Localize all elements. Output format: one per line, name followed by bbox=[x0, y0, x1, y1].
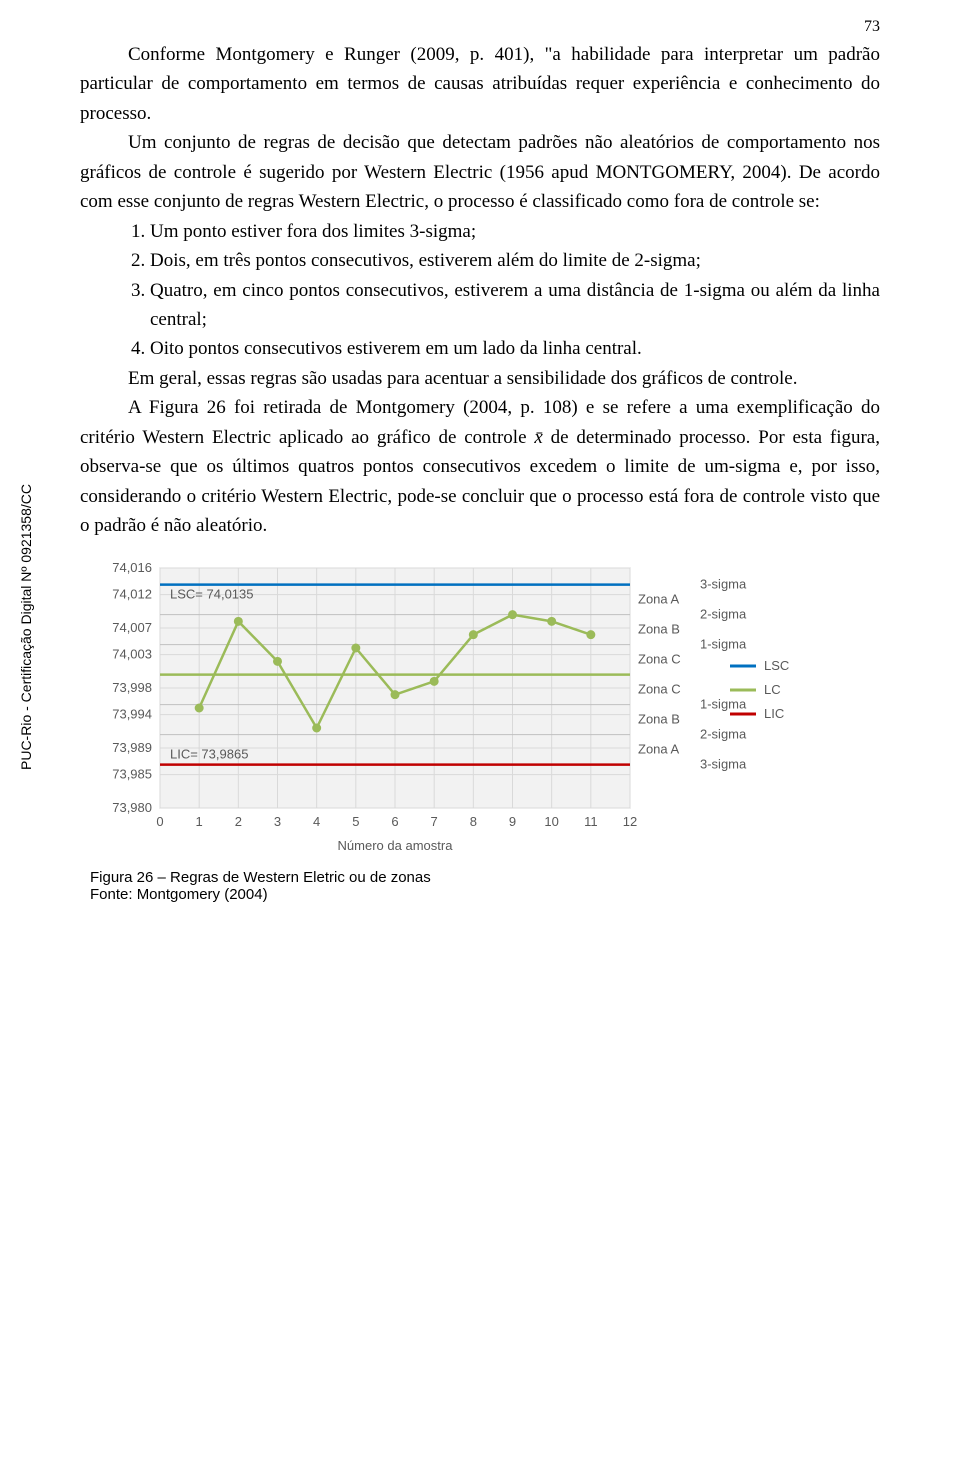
svg-text:LIC= 73,9865: LIC= 73,9865 bbox=[170, 747, 248, 762]
svg-text:74,007: 74,007 bbox=[112, 620, 152, 635]
svg-text:0: 0 bbox=[156, 814, 163, 829]
svg-text:Zona C: Zona C bbox=[638, 682, 681, 697]
svg-text:73,989: 73,989 bbox=[112, 740, 152, 755]
svg-text:3-sigma: 3-sigma bbox=[700, 577, 747, 592]
svg-text:73,980: 73,980 bbox=[112, 800, 152, 815]
svg-text:10: 10 bbox=[544, 814, 558, 829]
caption-line-2: Fonte: Montgomery (2004) bbox=[90, 886, 880, 903]
svg-text:Zona C: Zona C bbox=[638, 652, 681, 667]
list-item: Quatro, em cinco pontos consecutivos, es… bbox=[150, 276, 880, 335]
svg-text:Zona B: Zona B bbox=[638, 712, 680, 727]
svg-text:2-sigma: 2-sigma bbox=[700, 607, 747, 622]
svg-text:9: 9 bbox=[509, 814, 516, 829]
svg-text:73,994: 73,994 bbox=[112, 707, 152, 722]
svg-text:11: 11 bbox=[584, 814, 598, 829]
svg-text:1-sigma: 1-sigma bbox=[700, 637, 747, 652]
list-item: Dois, em três pontos consecutivos, estiv… bbox=[150, 246, 880, 275]
list-item: Um ponto estiver fora dos limites 3-sigm… bbox=[150, 217, 880, 246]
svg-text:4: 4 bbox=[313, 814, 320, 829]
svg-text:1: 1 bbox=[196, 814, 203, 829]
certification-sidebar: PUC-Rio - Certificação Digital Nº 092135… bbox=[18, 484, 34, 770]
svg-text:8: 8 bbox=[470, 814, 477, 829]
body-text: Conforme Montgomery e Runger (2009, p. 4… bbox=[80, 40, 880, 540]
svg-text:74,003: 74,003 bbox=[112, 647, 152, 662]
svg-text:74,012: 74,012 bbox=[112, 587, 152, 602]
page-number: 73 bbox=[864, 18, 880, 36]
svg-text:3: 3 bbox=[274, 814, 281, 829]
svg-text:LSC: LSC bbox=[764, 658, 789, 673]
svg-text:1-sigma: 1-sigma bbox=[700, 697, 747, 712]
svg-text:12: 12 bbox=[623, 814, 637, 829]
svg-text:2-sigma: 2-sigma bbox=[700, 727, 747, 742]
para-3: Em geral, essas regras são usadas para a… bbox=[80, 364, 880, 393]
svg-text:Zona A: Zona A bbox=[638, 592, 680, 607]
svg-text:Número da amostra: Número da amostra bbox=[338, 838, 454, 853]
control-chart-svg: 012345678910111273,98073,98573,98973,994… bbox=[90, 558, 830, 858]
svg-text:6: 6 bbox=[391, 814, 398, 829]
para-2: Um conjunto de regras de decisão que det… bbox=[80, 128, 880, 216]
xbar-symbol: x̄ bbox=[534, 427, 542, 448]
svg-text:3-sigma: 3-sigma bbox=[700, 757, 747, 772]
list-item: Oito pontos consecutivos estiverem em um… bbox=[150, 334, 880, 363]
svg-text:LSC= 74,0135: LSC= 74,0135 bbox=[170, 587, 253, 602]
caption-line-1: Figura 26 – Regras de Western Eletric ou… bbox=[90, 869, 880, 886]
svg-text:5: 5 bbox=[352, 814, 359, 829]
svg-text:Zona A: Zona A bbox=[638, 742, 680, 757]
svg-text:73,998: 73,998 bbox=[112, 680, 152, 695]
figure-caption: Figura 26 – Regras de Western Eletric ou… bbox=[90, 869, 880, 903]
svg-text:74,016: 74,016 bbox=[112, 560, 152, 575]
rules-list: Um ponto estiver fora dos limites 3-sigm… bbox=[80, 217, 880, 364]
svg-text:LC: LC bbox=[764, 682, 781, 697]
svg-text:2: 2 bbox=[235, 814, 242, 829]
svg-text:7: 7 bbox=[431, 814, 438, 829]
control-chart: 012345678910111273,98073,98573,98973,994… bbox=[90, 558, 880, 903]
svg-text:Zona B: Zona B bbox=[638, 622, 680, 637]
para-4: A Figura 26 foi retirada de Montgomery (… bbox=[80, 393, 880, 540]
para-1: Conforme Montgomery e Runger (2009, p. 4… bbox=[80, 40, 880, 128]
svg-text:LIC: LIC bbox=[764, 706, 784, 721]
svg-text:73,985: 73,985 bbox=[112, 767, 152, 782]
